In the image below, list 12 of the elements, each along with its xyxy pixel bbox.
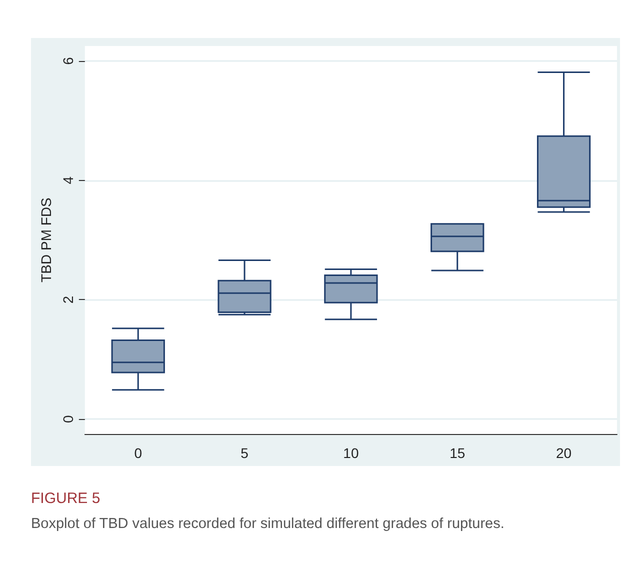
y-tick-label: 6 (60, 56, 76, 65)
x-tick-label: 5 (240, 445, 249, 461)
x-tick-label: 15 (450, 445, 466, 461)
x-tick-label: 0 (134, 445, 142, 461)
y-tick-label: 4 (60, 176, 76, 184)
caption: FIGURE 5 (31, 490, 102, 507)
x-tick-label: 10 (343, 445, 359, 461)
y-tick-label: 0 (60, 414, 76, 423)
y-axis-title: TBD PM FDS (38, 198, 54, 282)
text: Boxplot of TBD values recorded for simulated different grades of ruptures. (31, 515, 506, 534)
x-tick-label: 20 (556, 445, 572, 461)
y-tick-label: 2 (60, 296, 76, 304)
